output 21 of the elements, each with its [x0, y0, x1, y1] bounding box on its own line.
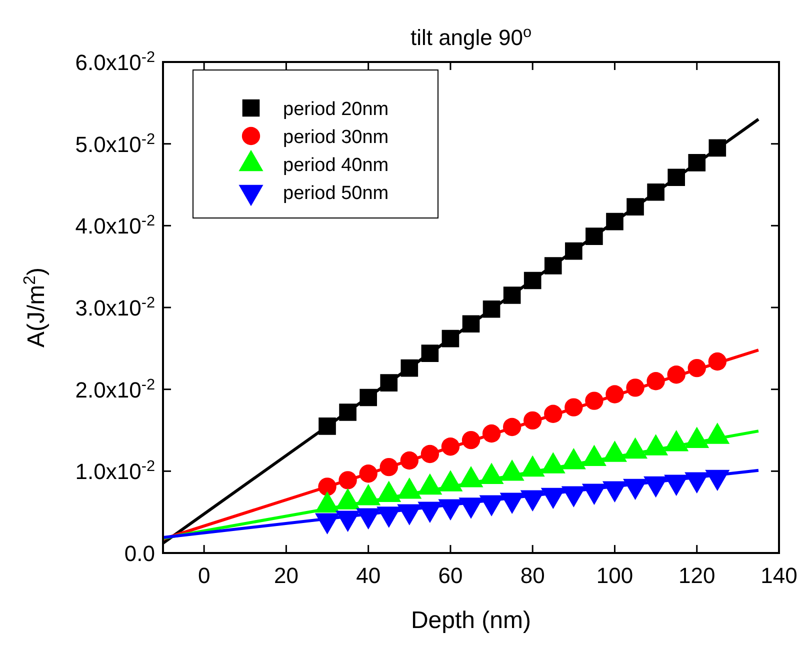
y-tick-label: 0.0 [124, 541, 155, 566]
x-tick-label: 80 [520, 563, 545, 588]
y-tick-label: 4.0x10$^{-2}$ [75, 212, 155, 239]
y-tick-label: 3.0x10$^{-2}$ [75, 294, 155, 320]
y-tick-label: 2.0x10$^{-2}$ [75, 376, 155, 402]
x-tick-label: 0 [198, 563, 210, 588]
x-tick-label: 100 [596, 563, 634, 588]
x-tick-label: 40 [356, 563, 381, 588]
x-tick-label: 20 [274, 563, 298, 588]
y-tick-label: 5.0x10$^{-2}$ [75, 130, 155, 157]
x-tick-label: 120 [678, 563, 716, 588]
x-tick-label: 140 [760, 563, 798, 588]
chart-title: tilt angle 90$^{o}$ [410, 24, 532, 50]
legend-label: period 30nm [283, 127, 389, 148]
legend-label: period 50nm [283, 183, 389, 204]
legend-label: period 40nm [283, 155, 389, 176]
legend-label: period 20nm [283, 99, 389, 120]
x-axis-title: Depth (nm) [410, 607, 532, 634]
y-tick-label: 1.0x10$^{-2}$ [75, 458, 155, 484]
y-tick-label: 6.0x10$^{-2}$ [75, 48, 155, 75]
x-tick-label: 60 [438, 563, 463, 588]
